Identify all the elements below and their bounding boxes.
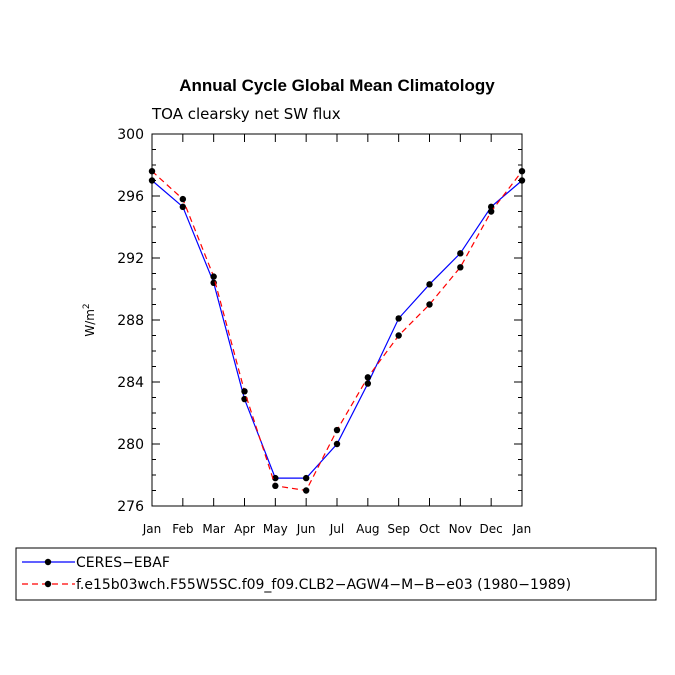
y-tick-label: 288: [117, 313, 144, 329]
y-tick-label: 292: [117, 251, 144, 267]
data-point-series-2: [179, 195, 187, 203]
x-tick-label: Jan: [512, 522, 532, 536]
y-axis-label: W/m2: [82, 303, 97, 336]
x-tick-label: Jan: [142, 522, 162, 536]
data-point-series-1: [272, 474, 279, 482]
data-point-series-2: [518, 168, 526, 175]
y-tick-label: 276: [117, 499, 144, 515]
data-point-series-1: [518, 177, 526, 184]
x-tick-label: Jul: [329, 522, 344, 536]
data-point-series-2: [457, 264, 464, 271]
x-tick-label: Oct: [419, 522, 440, 536]
y-axis-label-base: W/m: [83, 309, 97, 337]
legend-label-1: CERES−EBAF: [76, 555, 170, 571]
x-tick-label: Dec: [480, 522, 503, 536]
data-point-series-1: [148, 177, 156, 184]
legend-label-2: f.e15b03wch.F55W5SC.f09_f09.CLB2−AGW4−M−…: [76, 577, 571, 593]
legend-marker-1: [44, 558, 52, 566]
y-axis-label-superscript: 2: [82, 303, 92, 309]
y-tick-label: 296: [117, 189, 144, 205]
x-tick-label: Nov: [449, 522, 472, 536]
y-tick-label: 280: [117, 437, 144, 453]
data-point-series-2: [333, 426, 341, 434]
x-tick-label: Jun: [296, 522, 316, 536]
data-point-series-2: [302, 487, 310, 494]
data-point-series-2: [241, 388, 248, 395]
data-point-series-1: [426, 281, 433, 288]
x-tick-label: Apr: [234, 522, 255, 536]
plot-frame: [151, 133, 523, 507]
x-tick-label: Sep: [387, 522, 410, 536]
series-line-1: [151, 180, 523, 479]
data-point-series-1: [333, 440, 341, 448]
y-tick-label: 284: [117, 375, 144, 391]
plot-area: 276 280 284 288 292 296 300 Jan Feb Mar Apr May Jun J…: [117, 127, 531, 536]
data-point-series-1: [302, 474, 310, 482]
data-point-series-1: [179, 203, 187, 211]
data-point-series-2: [364, 374, 372, 381]
data-point-series-1: [364, 380, 372, 387]
x-tick-label: Mar: [202, 522, 225, 536]
y-tick-label: 300: [117, 127, 144, 143]
x-tick-label: Aug: [356, 522, 379, 536]
legend-marker-2: [44, 580, 52, 588]
data-point-series-2: [272, 482, 279, 490]
legend: CERES−EBAF f.e15b03wch.F55W5SC.f09_f09.CL…: [15, 547, 657, 601]
data-point-series-2: [426, 301, 433, 308]
chart-title: Annual Cycle Global Mean Climatology: [179, 76, 495, 95]
chart-subtitle: TOA clearsky net SW flux: [151, 105, 341, 123]
x-tick-label: Feb: [172, 522, 193, 536]
legend-box: [15, 547, 657, 601]
data-point-series-2: [487, 208, 495, 215]
data-point-series-2: [148, 168, 156, 175]
data-point-series-1: [457, 250, 464, 257]
data-point-series-1: [395, 315, 402, 322]
data-point-series-2: [210, 273, 217, 280]
x-tick-label: May: [263, 522, 288, 536]
data-point-series-2: [395, 332, 402, 339]
data-point-series-1: [487, 203, 495, 211]
